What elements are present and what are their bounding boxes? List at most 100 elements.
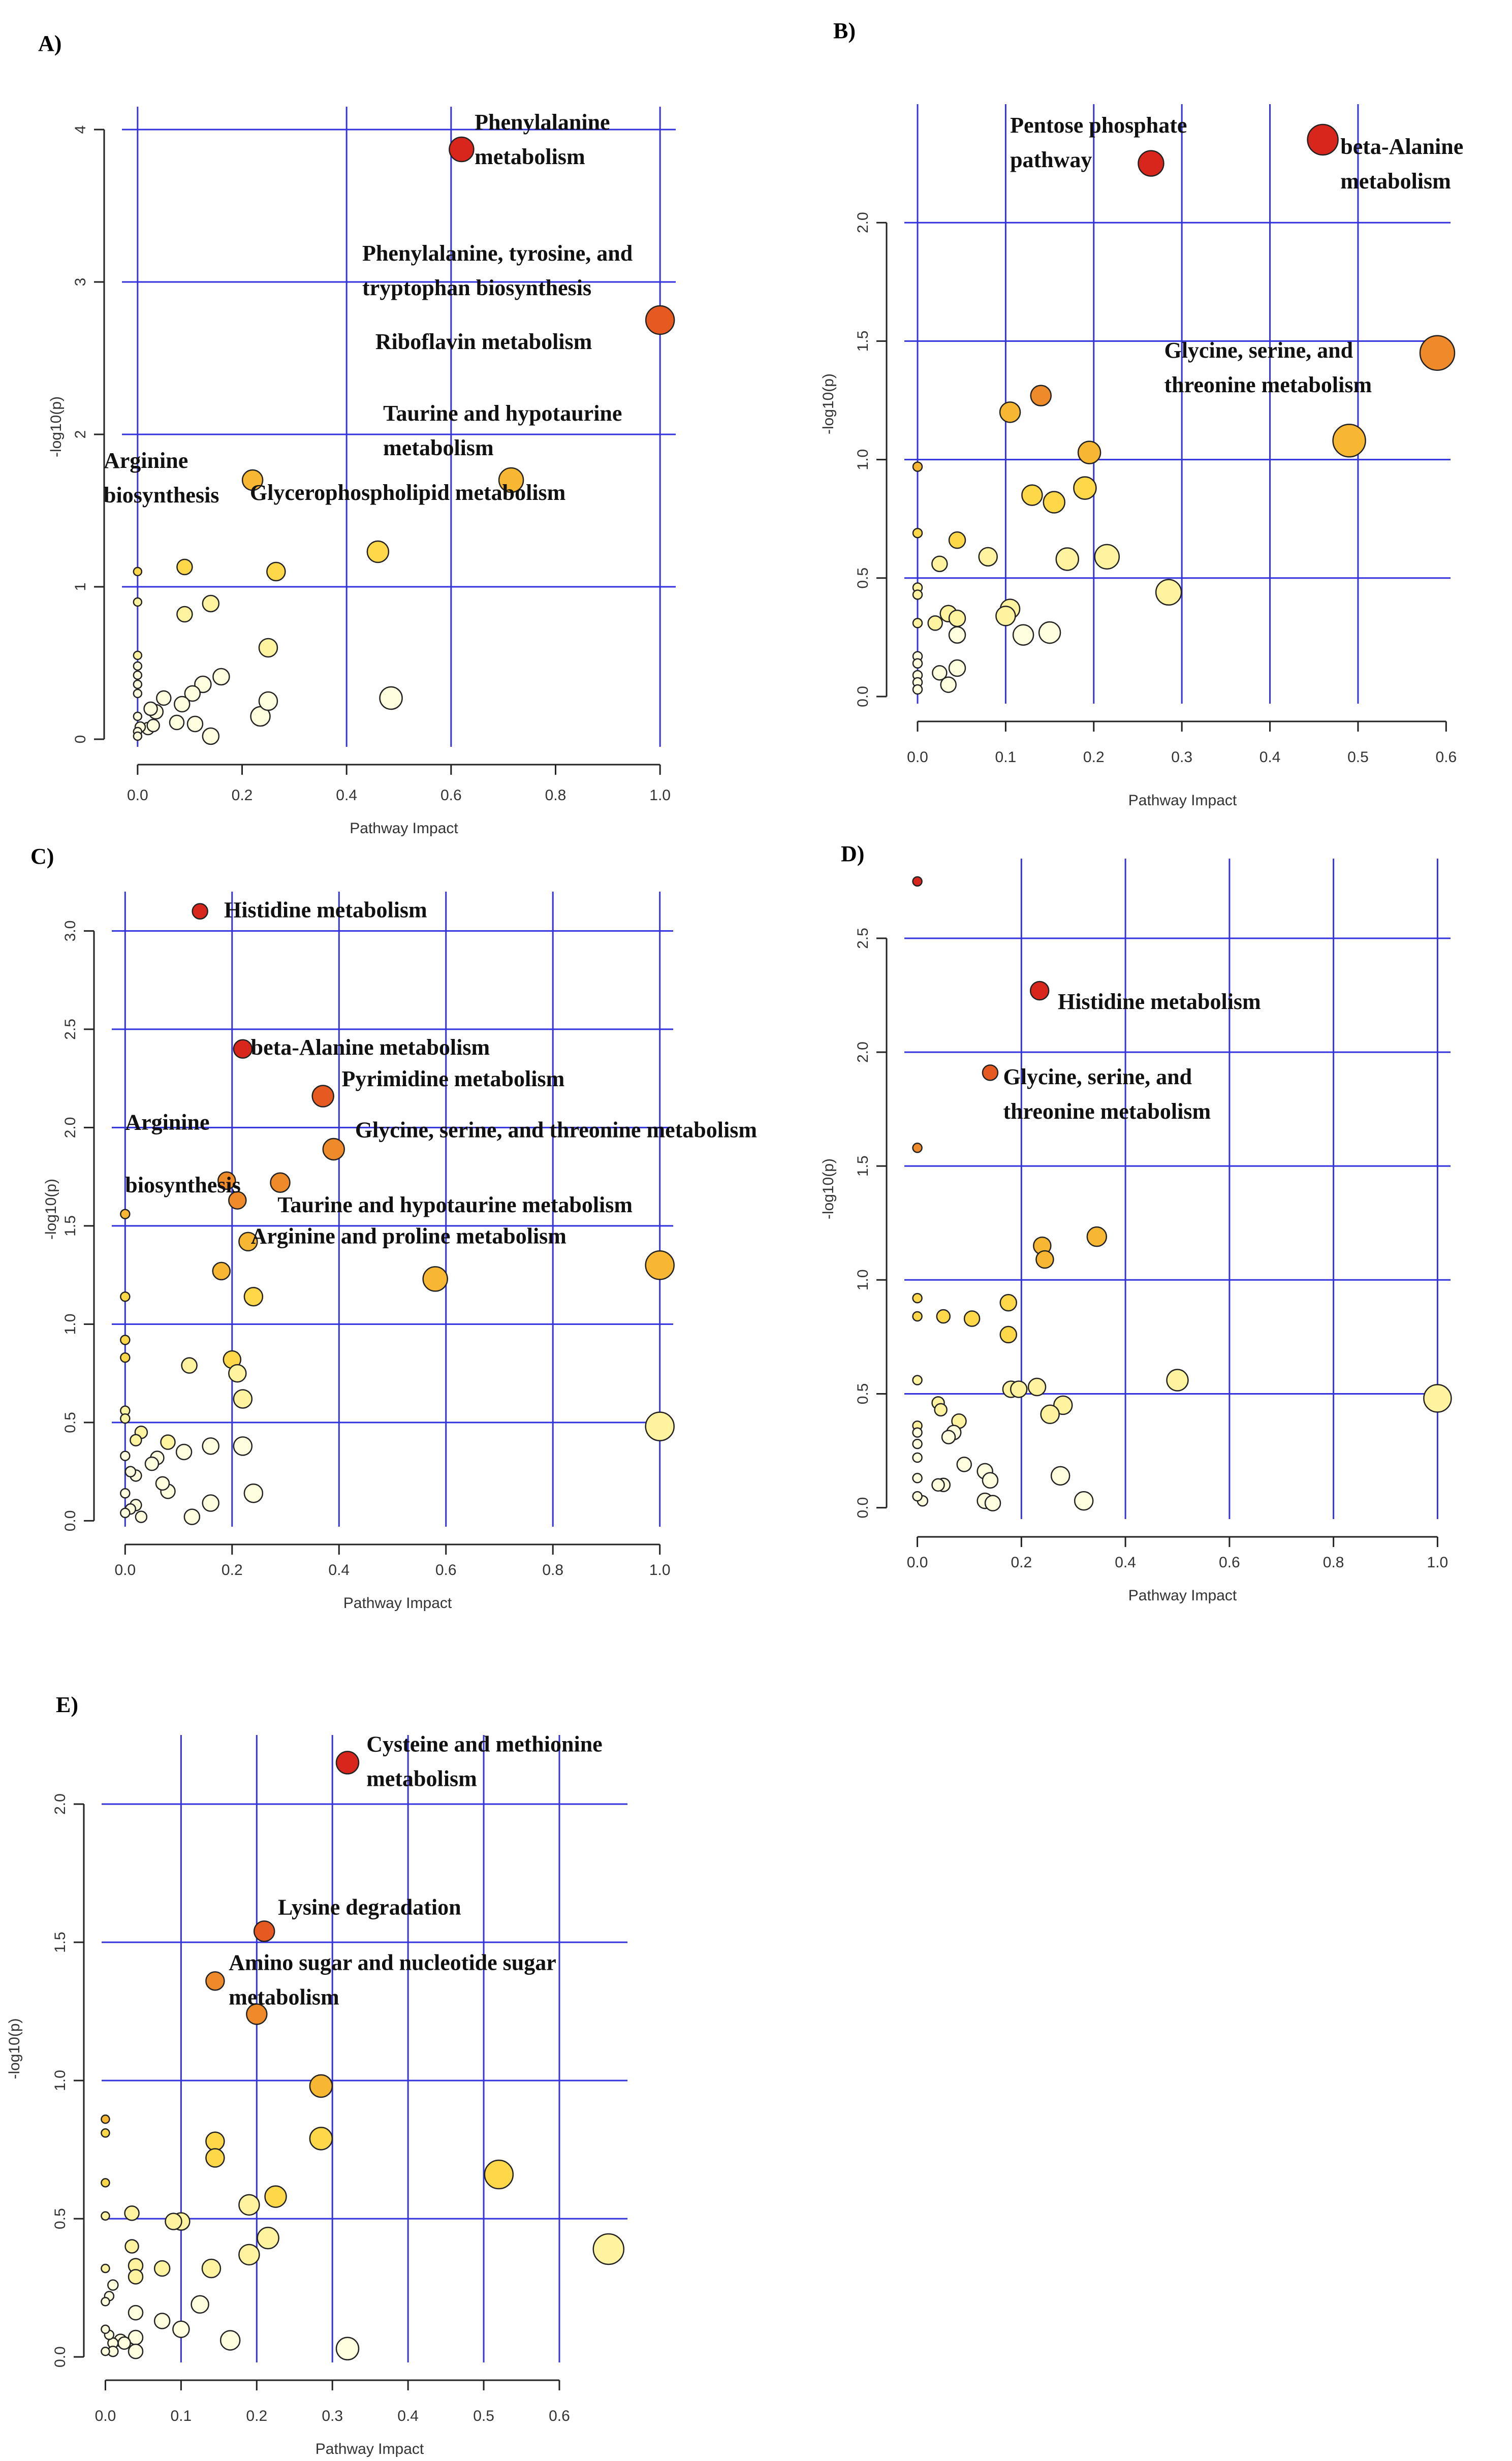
data-point: [191, 2295, 209, 2314]
data-point: [101, 2346, 110, 2356]
annotation-line: metabolism: [1340, 169, 1451, 194]
data-point: [948, 659, 966, 677]
data-point: [1010, 1380, 1028, 1398]
data-point: [153, 2313, 171, 2329]
data-point: [912, 618, 923, 628]
pathway-annotation: Phenylalanine metabolism: [475, 110, 610, 169]
x-tick-label: 0.0: [127, 787, 148, 804]
y-tick-label: 0.5: [855, 1383, 871, 1405]
y-tick-label: 0: [72, 735, 89, 744]
panel-label: E): [56, 1692, 78, 1717]
y-tick-label: 0.5: [855, 567, 871, 589]
data-point: [1086, 1226, 1108, 1247]
data-point: [130, 1434, 142, 1446]
data-point: [941, 1430, 956, 1444]
data-point: [212, 668, 230, 686]
data-point: [133, 731, 143, 741]
data-point: [1419, 335, 1456, 371]
data-point: [172, 2320, 190, 2338]
data-point: [1077, 440, 1101, 464]
pathway-annotation: Arginine and proline metabolism: [251, 1224, 566, 1249]
data-point: [645, 1411, 675, 1441]
x-axis-title: Pathway Impact: [316, 2441, 424, 2457]
data-point: [233, 1436, 253, 1456]
x-tick-label: 0.6: [440, 787, 462, 804]
data-point: [645, 1250, 675, 1280]
data-point: [999, 1326, 1018, 1344]
pathway-annotation: Taurine and hypotaurine metabolism: [277, 1192, 633, 1217]
data-point: [133, 597, 143, 607]
annotation-line: Glycine, serine, and threonine metabolis…: [355, 1118, 757, 1143]
data-point: [133, 679, 143, 689]
pathway-annotation: Glycine, serine, and threonine metabolis…: [355, 1118, 757, 1143]
y-tick-label: 4: [72, 125, 89, 134]
x-tick-label: 0.4: [336, 787, 357, 804]
data-point: [912, 461, 923, 472]
data-point: [228, 1364, 247, 1383]
data-point: [912, 1143, 923, 1153]
y-tick-label: 0.5: [52, 2208, 69, 2229]
annotation-line: Taurine and hypotaurine: [383, 401, 622, 426]
data-point: [233, 1389, 253, 1409]
data-point: [912, 589, 923, 600]
annotation-line: biosynthesis: [104, 483, 219, 508]
x-tick-label: 1.0: [649, 1562, 671, 1579]
data-point: [169, 714, 185, 731]
x-tick-label: 0.0: [114, 1562, 136, 1579]
annotation-line: metabolism: [475, 144, 585, 169]
annotation-line: Arginine: [104, 448, 188, 473]
data-point: [592, 2233, 625, 2265]
y-axis-title: -log10(p): [48, 396, 65, 457]
data-point: [153, 2260, 171, 2277]
data-point: [1050, 1466, 1070, 1486]
data-point: [940, 676, 957, 693]
annotation-line: tryptophan biosynthesis: [362, 275, 591, 300]
data-point: [999, 1293, 1018, 1312]
data-point: [995, 606, 1016, 626]
pathway-annotation: Glycine, serine, and threonine metabolism: [1164, 338, 1372, 397]
data-point: [379, 686, 403, 710]
data-point: [241, 469, 264, 491]
data-point: [165, 2213, 182, 2230]
x-tick-label: 0.4: [1115, 1554, 1136, 1571]
data-point: [238, 1232, 258, 1252]
x-tick-label: 0.0: [907, 749, 928, 766]
data-point: [999, 401, 1021, 423]
pathway-annotation: Histidine metabolism: [224, 897, 427, 922]
pathway-annotation: beta-Alanine metabolism: [251, 1035, 490, 1060]
y-tick-label: 1.5: [855, 1155, 871, 1177]
data-point: [120, 1335, 131, 1345]
data-point: [1423, 1384, 1452, 1413]
annotation-line: Pentose phosphate: [1010, 113, 1187, 138]
annotation-line: Histidine metabolism: [1058, 989, 1261, 1014]
data-point: [931, 1478, 945, 1492]
data-point: [133, 650, 143, 660]
y-tick-label: 0.0: [855, 1497, 871, 1519]
data-point: [146, 718, 160, 733]
x-tick-label: 0.0: [95, 2408, 116, 2424]
data-point: [936, 1309, 951, 1324]
x-tick-label: 0.2: [1011, 1554, 1032, 1571]
data-point: [205, 1971, 225, 1991]
x-tick-label: 0.2: [222, 1562, 243, 1579]
x-tick-label: 0.8: [1323, 1554, 1344, 1571]
data-point: [246, 2003, 268, 2025]
pathway-annotation: Arginine: [125, 1110, 209, 1134]
annotation-line: Phenylalanine: [475, 110, 610, 135]
x-tick-label: 1.0: [1427, 1554, 1448, 1571]
data-point: [912, 1473, 923, 1484]
annotation-line: Arginine and proline metabolism: [251, 1224, 566, 1249]
annotation-line: Histidine metabolism: [224, 897, 427, 922]
annotation-line: Riboflavin metabolism: [375, 329, 592, 354]
data-point: [101, 2114, 110, 2124]
data-point: [963, 1310, 981, 1327]
annotation-line: Taurine and hypotaurine metabolism: [277, 1192, 633, 1217]
data-point: [1043, 491, 1066, 514]
data-point: [1027, 1377, 1047, 1397]
annotation-line: Arginine: [125, 1110, 209, 1134]
data-point: [335, 1751, 360, 1775]
y-tick-label: 2: [72, 430, 89, 439]
data-point: [1038, 621, 1061, 644]
x-tick-label: 0.5: [473, 2408, 494, 2424]
data-point: [124, 2205, 140, 2221]
